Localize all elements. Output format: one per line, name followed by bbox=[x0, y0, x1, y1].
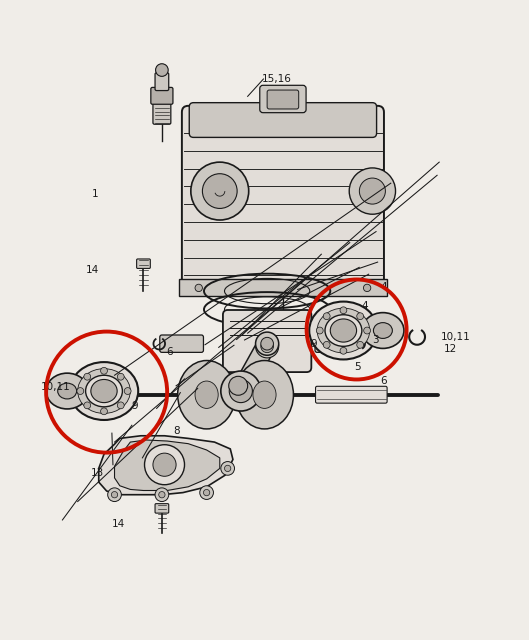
Ellipse shape bbox=[178, 360, 235, 429]
FancyBboxPatch shape bbox=[151, 88, 173, 104]
FancyBboxPatch shape bbox=[155, 73, 169, 91]
Text: 15,16: 15,16 bbox=[262, 74, 292, 84]
Text: 10,11: 10,11 bbox=[41, 382, 70, 392]
Circle shape bbox=[261, 340, 273, 353]
Circle shape bbox=[159, 492, 165, 498]
Ellipse shape bbox=[362, 312, 404, 348]
Text: 14: 14 bbox=[112, 519, 125, 529]
Circle shape bbox=[229, 380, 252, 403]
Circle shape bbox=[155, 488, 169, 502]
Circle shape bbox=[229, 376, 248, 396]
FancyBboxPatch shape bbox=[315, 335, 359, 353]
Circle shape bbox=[191, 162, 249, 220]
Circle shape bbox=[323, 341, 330, 348]
Circle shape bbox=[84, 402, 90, 409]
Text: 10,11: 10,11 bbox=[441, 332, 470, 342]
Circle shape bbox=[256, 332, 279, 355]
Circle shape bbox=[203, 173, 237, 209]
Polygon shape bbox=[114, 440, 220, 490]
Circle shape bbox=[101, 367, 107, 374]
Ellipse shape bbox=[325, 315, 362, 346]
FancyBboxPatch shape bbox=[136, 259, 150, 268]
Circle shape bbox=[77, 388, 84, 394]
Ellipse shape bbox=[70, 362, 138, 420]
Circle shape bbox=[204, 490, 210, 496]
FancyBboxPatch shape bbox=[155, 504, 169, 513]
Circle shape bbox=[112, 492, 117, 498]
Ellipse shape bbox=[58, 383, 77, 399]
FancyBboxPatch shape bbox=[52, 387, 114, 403]
Ellipse shape bbox=[330, 319, 357, 342]
FancyBboxPatch shape bbox=[189, 102, 377, 138]
Circle shape bbox=[221, 461, 234, 476]
Circle shape bbox=[224, 465, 231, 472]
Text: 13: 13 bbox=[91, 468, 104, 477]
FancyBboxPatch shape bbox=[153, 101, 171, 124]
Ellipse shape bbox=[373, 323, 393, 339]
Ellipse shape bbox=[309, 301, 378, 360]
FancyBboxPatch shape bbox=[267, 90, 299, 109]
Circle shape bbox=[261, 337, 273, 350]
Text: 4: 4 bbox=[380, 282, 387, 292]
Text: 1: 1 bbox=[92, 189, 99, 198]
Ellipse shape bbox=[317, 308, 370, 353]
Circle shape bbox=[101, 408, 107, 415]
Circle shape bbox=[359, 178, 386, 204]
Ellipse shape bbox=[235, 360, 294, 429]
Circle shape bbox=[117, 373, 124, 380]
Text: 3: 3 bbox=[372, 335, 379, 345]
Text: 8: 8 bbox=[174, 426, 180, 435]
Ellipse shape bbox=[86, 375, 122, 407]
FancyBboxPatch shape bbox=[223, 310, 312, 372]
FancyBboxPatch shape bbox=[315, 387, 387, 403]
Text: 5: 5 bbox=[354, 362, 361, 372]
FancyBboxPatch shape bbox=[182, 106, 384, 287]
Circle shape bbox=[144, 445, 185, 484]
Polygon shape bbox=[233, 339, 276, 396]
Circle shape bbox=[349, 168, 396, 214]
Circle shape bbox=[316, 327, 323, 334]
Circle shape bbox=[153, 453, 176, 476]
Ellipse shape bbox=[91, 380, 117, 403]
Circle shape bbox=[340, 348, 347, 354]
Circle shape bbox=[156, 64, 168, 76]
Text: 9: 9 bbox=[311, 339, 317, 349]
Circle shape bbox=[256, 335, 279, 358]
Circle shape bbox=[195, 284, 203, 292]
Circle shape bbox=[124, 388, 131, 394]
Text: 9: 9 bbox=[132, 401, 138, 411]
Ellipse shape bbox=[195, 381, 218, 408]
Circle shape bbox=[363, 284, 371, 292]
Circle shape bbox=[221, 371, 261, 411]
Text: 6: 6 bbox=[380, 376, 387, 385]
FancyBboxPatch shape bbox=[179, 280, 387, 296]
Ellipse shape bbox=[78, 369, 130, 413]
Ellipse shape bbox=[46, 373, 88, 409]
Circle shape bbox=[340, 307, 347, 314]
Circle shape bbox=[357, 313, 363, 319]
Circle shape bbox=[364, 327, 370, 334]
Text: 6: 6 bbox=[166, 347, 172, 356]
Circle shape bbox=[323, 313, 330, 319]
Text: 14: 14 bbox=[86, 265, 99, 275]
Circle shape bbox=[200, 486, 214, 499]
Circle shape bbox=[84, 373, 90, 380]
Polygon shape bbox=[99, 436, 233, 495]
Circle shape bbox=[108, 488, 121, 502]
FancyBboxPatch shape bbox=[160, 335, 204, 353]
Circle shape bbox=[357, 341, 363, 348]
FancyBboxPatch shape bbox=[260, 85, 306, 113]
Text: 12: 12 bbox=[443, 344, 457, 354]
Circle shape bbox=[117, 402, 124, 409]
Text: 4: 4 bbox=[362, 301, 369, 311]
Ellipse shape bbox=[253, 381, 276, 408]
